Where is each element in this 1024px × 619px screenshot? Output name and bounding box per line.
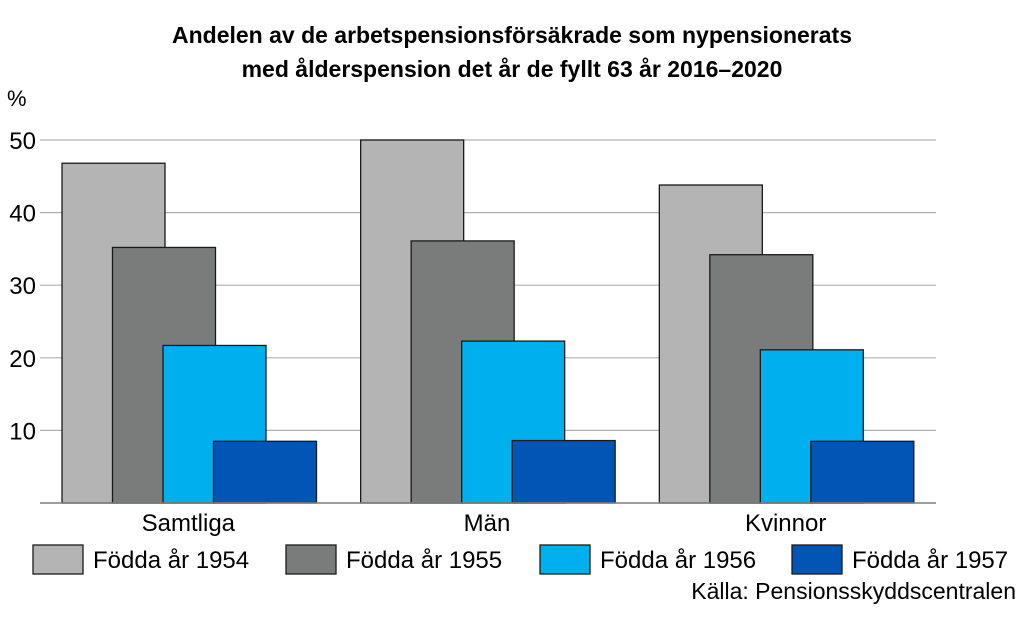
chart-title-line-2: med ålderspension det år de fyllt 63 år …	[241, 56, 783, 82]
source-note: Källa: Pensionsskyddscentralen	[691, 578, 1016, 604]
legend-swatch-1	[32, 544, 84, 575]
legend-label-1: Födda år 1954	[93, 547, 249, 574]
legend-label-3: Födda år 1956	[600, 547, 756, 574]
legend-swatch-3	[539, 544, 591, 575]
y-tick-label-10: 10	[9, 418, 36, 445]
legend-swatch-2	[285, 544, 337, 575]
y-tick-label-50: 50	[9, 128, 36, 155]
x-category-label-3: Kvinnor	[745, 510, 826, 537]
legend-label-4: Födda år 1957	[852, 547, 1008, 574]
y-axis-unit-label: %	[7, 86, 27, 111]
bar-kvinnor-4	[810, 440, 915, 504]
x-category-label-1: Samtliga	[142, 510, 236, 537]
y-tick-label-20: 20	[9, 346, 36, 373]
bar-män-4	[511, 439, 616, 504]
x-category-label-2: Män	[464, 510, 511, 537]
chart-title: Andelen av de arbetspensionsförsäkrade s…	[0, 18, 1024, 86]
y-tick-label-30: 30	[9, 273, 36, 300]
chart-title-line-1: Andelen av de arbetspensionsförsäkrade s…	[171, 22, 852, 48]
bar-samtliga-4	[212, 440, 318, 504]
y-tick-label-40: 40	[9, 201, 36, 228]
legend-swatch-4	[791, 544, 843, 575]
legend-label-2: Födda år 1955	[346, 547, 502, 574]
